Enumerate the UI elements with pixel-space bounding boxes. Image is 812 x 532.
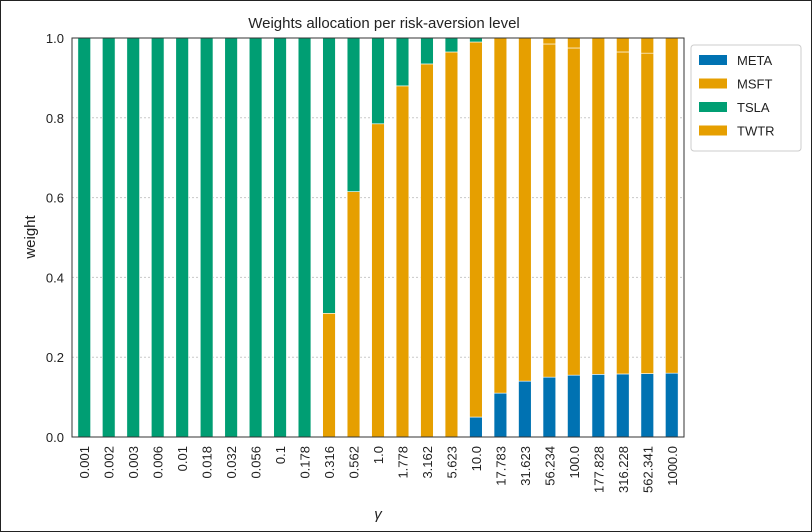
x-tick-label: 0.006 — [151, 446, 166, 479]
x-tick-label: 0.178 — [298, 446, 313, 479]
y-tick-label: 0.0 — [46, 430, 64, 445]
bar-segment-tsla — [248, 37, 263, 438]
x-tick-label: 562.341 — [640, 446, 655, 493]
bar-segment-meta — [542, 376, 557, 438]
bar-segment-msft — [371, 123, 385, 438]
x-tick-label: 5.623 — [444, 446, 459, 479]
bar-segment-msft — [665, 37, 679, 374]
x-tick-label: 0.01 — [175, 446, 190, 471]
bar-segment-meta — [567, 374, 581, 438]
x-tick-label: 56.234 — [542, 446, 557, 486]
x-tick-label: 0.018 — [200, 446, 215, 479]
x-axis-label: γ — [374, 506, 383, 523]
bar-segment-msft — [322, 313, 336, 438]
x-tick-label: 316.228 — [616, 446, 631, 493]
bar-segment-meta — [591, 374, 605, 438]
x-tick-label: 31.623 — [518, 446, 533, 486]
bar-segment-meta — [518, 380, 532, 438]
x-tick-label: 177.828 — [591, 446, 606, 493]
bar-segment-tsla — [297, 37, 312, 438]
bar-segment-msft — [518, 37, 532, 382]
y-tick-label: 1.0 — [46, 31, 64, 46]
x-tick-label: 3.162 — [420, 446, 435, 479]
y-tick-label: 0.8 — [46, 111, 64, 126]
bar-segment-meta — [493, 392, 508, 438]
bar-segment-twtr — [567, 37, 581, 49]
bar-segment-tsla — [420, 37, 434, 65]
bar-segment-tsla — [77, 37, 91, 438]
bar-segment-tsla — [444, 37, 459, 53]
x-tick-label: 0.056 — [249, 446, 264, 479]
axes: 0.0 0.2 0.4 0.6 0.8 1.0 0.001 0.002 0.003 0.006 0.… — [46, 31, 685, 493]
legend-swatch-twtr — [699, 125, 727, 136]
bar-segment-msft — [444, 51, 459, 438]
legend-box — [690, 44, 802, 152]
bar-segment-tsla — [102, 37, 116, 438]
x-tick-label: 0.032 — [224, 446, 239, 479]
x-tick-label: 0.003 — [126, 446, 141, 479]
x-tick-label: 1.0 — [371, 446, 386, 464]
legend-swatch-tsla — [699, 102, 727, 112]
legend-label-tsla: TSLA — [737, 100, 770, 115]
bar-segment-meta — [469, 416, 483, 438]
bar-segment-tsla — [175, 37, 189, 438]
bar-segment-tsla — [469, 37, 483, 43]
bars — [77, 37, 679, 438]
legend: META MSFT TSLA TWTR — [690, 44, 802, 152]
bar-segment-msft — [616, 51, 630, 375]
bar-segment-twtr — [640, 37, 654, 54]
plot-border — [71, 37, 685, 438]
bar-segment-tsla — [371, 37, 385, 125]
bar-segment-msft — [420, 63, 434, 438]
legend-label-meta: META — [737, 53, 772, 68]
x-tick-label: 0.001 — [77, 446, 92, 479]
bar-segment-tsla — [322, 37, 336, 314]
x-tick-label: 0.1 — [273, 446, 288, 464]
bar-segment-msft — [346, 191, 361, 438]
x-tick-label: 100.0 — [567, 446, 582, 479]
y-axis-label: weight — [22, 214, 39, 259]
bar-segment-tsla — [199, 37, 214, 438]
legend-label-twtr: TWTR — [737, 124, 775, 139]
legend-label-msft: MSFT — [737, 77, 772, 92]
bar-segment-tsla — [151, 37, 165, 438]
x-tick-label: 17.783 — [493, 446, 508, 486]
chart-title: Weights allocation per risk-aversion lev… — [248, 15, 520, 32]
bar-segment-tsla — [273, 37, 287, 438]
bar-segment-msft — [591, 37, 605, 375]
y-tick-label: 0.6 — [46, 191, 64, 206]
bar-segment-msft — [469, 41, 483, 418]
bar-segment-tsla — [346, 37, 361, 192]
bar-segment-twtr — [616, 37, 630, 53]
bar-segment-msft — [395, 85, 410, 438]
bar-segment-tsla — [126, 37, 140, 438]
bar-segment-meta — [640, 373, 654, 438]
x-tick-label: 0.002 — [102, 446, 117, 479]
y-tick-label: 0.2 — [46, 350, 64, 365]
y-tick-label: 0.4 — [46, 270, 64, 285]
x-tick-label: 0.562 — [347, 446, 362, 479]
bar-segment-msft — [567, 47, 581, 376]
bar-segment-msft — [542, 43, 557, 378]
legend-swatch-msft — [699, 78, 727, 89]
legend-swatch-meta — [699, 55, 727, 65]
x-tick-label: 10.0 — [469, 446, 484, 471]
bar-segment-meta — [616, 373, 630, 438]
x-tick-label: 0.316 — [322, 446, 337, 479]
bar-segment-meta — [665, 372, 679, 438]
x-tick-label: 1000.0 — [665, 446, 680, 486]
bar-segment-tsla — [224, 37, 238, 438]
x-tick-label: 1.778 — [395, 446, 410, 479]
bar-segment-twtr — [542, 37, 557, 45]
bar-segment-tsla — [395, 37, 410, 87]
bar-segment-msft — [640, 52, 654, 374]
bar-segment-msft — [493, 37, 508, 394]
